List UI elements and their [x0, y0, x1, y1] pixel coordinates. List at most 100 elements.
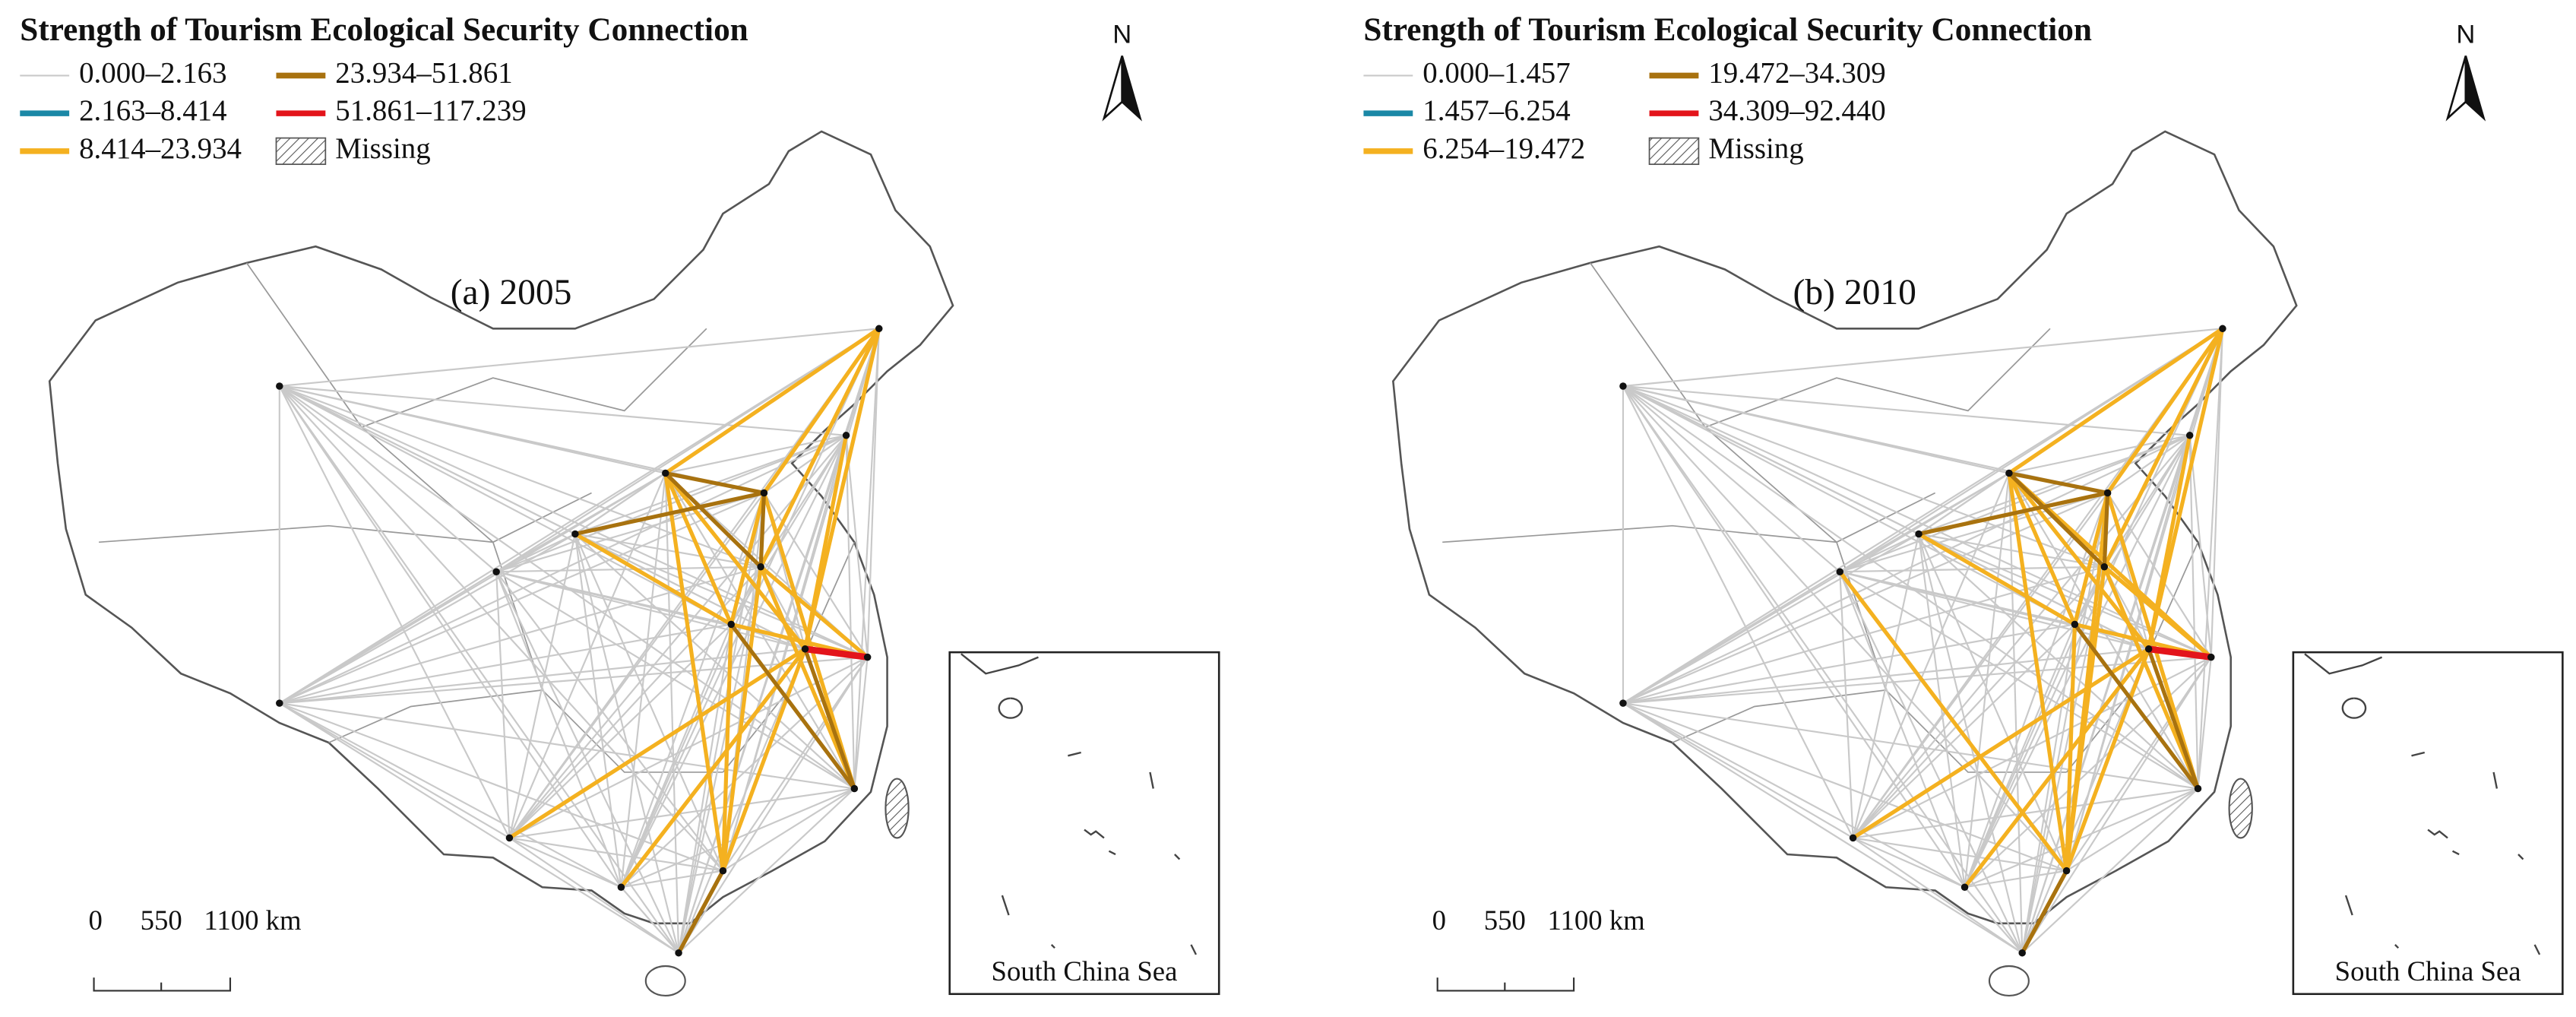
- connection: [574, 533, 761, 568]
- connection: [1838, 570, 2068, 873]
- connection: [1853, 656, 2212, 839]
- legend-label: 0.000–2.163: [79, 56, 226, 89]
- connection: [495, 571, 724, 872]
- city-node: [2018, 949, 2026, 957]
- scale-label: 1100 km: [204, 905, 301, 936]
- connection: [729, 492, 766, 626]
- connection: [2074, 435, 2191, 625]
- connection: [1839, 328, 2223, 573]
- legend-label: 0.000–1.457: [1422, 56, 1570, 89]
- connection: [2021, 435, 2191, 954]
- connection: [2197, 328, 2224, 789]
- connection: [574, 434, 847, 535]
- connection: [495, 533, 576, 573]
- city-node: [662, 469, 669, 477]
- connection: [508, 435, 847, 839]
- connection: [279, 385, 869, 658]
- connection: [1852, 534, 1920, 838]
- connection: [2064, 493, 2110, 871]
- connection: [2147, 648, 2200, 790]
- connection: [1963, 648, 2150, 889]
- connection: [762, 327, 881, 494]
- connection: [763, 492, 869, 658]
- connection: [2008, 471, 2106, 569]
- north-arrow: [1121, 55, 1142, 122]
- connection: [2106, 492, 2212, 658]
- city-node: [2144, 645, 2153, 653]
- scale-label: 550: [141, 905, 182, 936]
- taiwan: [885, 778, 910, 839]
- connection: [1622, 702, 1854, 839]
- connection: [1918, 533, 2150, 650]
- connection: [2008, 473, 2024, 953]
- connection: [2020, 870, 2068, 954]
- scale-bar: [93, 977, 232, 992]
- connection: [866, 328, 880, 657]
- connection: [1622, 385, 1854, 838]
- city-node: [2100, 562, 2109, 571]
- connection: [2147, 435, 2192, 650]
- inset-frame: [2292, 651, 2564, 996]
- connection: [845, 435, 869, 657]
- connection: [1964, 473, 2010, 888]
- connection: [758, 493, 767, 567]
- connection: [664, 327, 881, 475]
- connection: [508, 566, 761, 839]
- scale-label: 0: [1432, 905, 1446, 936]
- connection: [2197, 657, 2212, 789]
- connection: [1622, 533, 1919, 705]
- connection: [1622, 385, 2024, 954]
- connection: [620, 886, 679, 954]
- connection: [804, 645, 869, 661]
- connection: [676, 870, 725, 954]
- connection: [1622, 385, 2190, 436]
- city-node: [2207, 653, 2215, 661]
- connection: [664, 473, 680, 953]
- connection: [759, 565, 869, 659]
- legend-label: 8.414–23.934: [79, 132, 242, 165]
- connection: [620, 787, 855, 889]
- connection: [1964, 623, 2076, 888]
- hainan: [1988, 965, 2030, 996]
- connection: [1917, 532, 2076, 626]
- connection: [1852, 647, 2150, 840]
- connection: [279, 385, 847, 436]
- connection: [574, 534, 680, 953]
- connection: [1622, 385, 1919, 535]
- connection: [802, 328, 881, 650]
- city-node: [675, 949, 682, 957]
- connection: [1852, 492, 2109, 839]
- panel-label: (b) 2010: [1793, 273, 1916, 312]
- city-node: [719, 867, 727, 875]
- scale-label: 0: [89, 905, 103, 936]
- connection: [620, 623, 733, 888]
- inset-coast: [2304, 653, 2541, 955]
- connection: [495, 571, 855, 790]
- connection: [619, 648, 807, 889]
- connection: [495, 571, 622, 888]
- connection: [845, 435, 856, 789]
- connection: [574, 533, 805, 650]
- connection: [2106, 327, 2225, 494]
- north-label: N: [2456, 21, 2475, 49]
- connection: [495, 571, 732, 626]
- connection: [2007, 472, 2077, 626]
- north-arrow: [1102, 55, 1123, 122]
- connection: [2210, 328, 2224, 657]
- connection: [1852, 837, 2023, 954]
- connection: [1964, 787, 2198, 889]
- city-node: [2185, 432, 2194, 439]
- connection: [2021, 787, 2199, 954]
- city-node: [727, 620, 735, 629]
- inset-coast: [960, 653, 1198, 955]
- connection: [1622, 702, 2023, 954]
- connection: [1840, 566, 2105, 573]
- connection: [2066, 787, 2199, 872]
- connection: [722, 657, 869, 872]
- legend-label: 51.861–117.239: [335, 94, 526, 127]
- connection: [663, 471, 762, 569]
- connection: [853, 328, 880, 789]
- connection: [1917, 534, 1966, 888]
- connection: [730, 435, 847, 625]
